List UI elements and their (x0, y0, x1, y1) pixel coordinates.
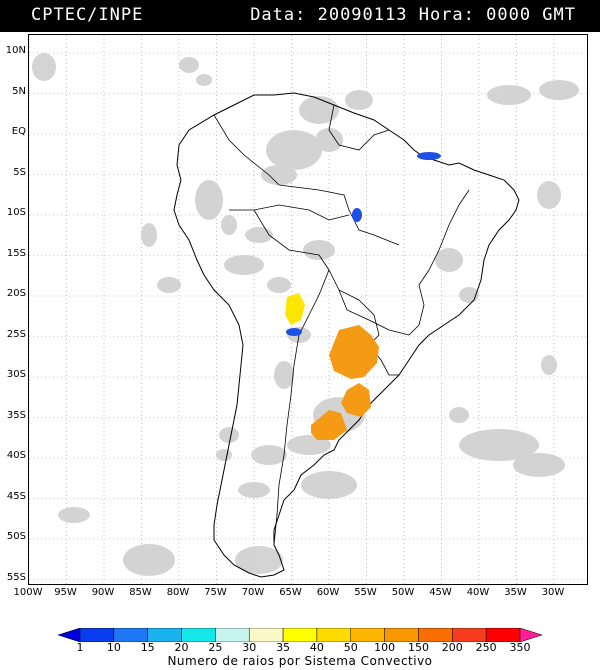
colorbar-tick-label: 1 (76, 641, 84, 654)
lon-label: 75W (204, 587, 227, 598)
title-bar: CPTEC/INPE Data: 20090113 Hora: 0000 GMT (0, 0, 600, 32)
colorbar-swatch (248, 628, 284, 642)
colorbar-swatch (384, 628, 419, 642)
colorbar-swatch (452, 628, 487, 642)
colorbar-tick-label: 25 (208, 641, 223, 654)
colorbar-tick-label: 30 (242, 641, 257, 654)
colorbar-tick-label: 20 (174, 641, 189, 654)
lat-label: 55S (6, 571, 26, 583)
lat-label: 40S (6, 450, 26, 461)
colorbar-swatch (181, 628, 216, 642)
agency-label: CPTEC/INPE (31, 5, 144, 25)
colorbar-tick-label: 40 (309, 641, 324, 654)
cs-buenos-aires (311, 410, 347, 440)
colorbar-tick-label: 350 (509, 641, 531, 654)
map-frame[interactable] (28, 34, 588, 585)
lon-label: 90W (91, 587, 115, 598)
colorbar-swatch (79, 628, 115, 642)
colorbar-swatch (485, 628, 521, 642)
colorbar-swatch (316, 628, 352, 642)
colorbar-swatch (282, 628, 318, 642)
colorbar-high-arrow (519, 628, 542, 642)
lon-label: 65W (279, 587, 302, 598)
colorbar-swatch (215, 628, 250, 642)
lat-label: 35S (6, 409, 26, 421)
cs-uruguay (341, 383, 371, 417)
lon-label: 85W (129, 587, 152, 598)
lon-label: 80W (166, 587, 190, 598)
cs-chaco-north (285, 293, 305, 325)
lat-label: 10S (6, 207, 26, 218)
colorbar-tick-label: 100 (374, 641, 396, 654)
lon-label: 95W (54, 587, 77, 598)
lon-label: 70W (241, 587, 265, 598)
colorbar-tick-label: 15 (140, 641, 155, 654)
colorbar-low-arrow (58, 628, 81, 642)
colorbar-tick-label: 150 (407, 641, 429, 654)
colorbar-swatch (147, 628, 182, 642)
colorbar-tick-label: 10 (106, 641, 121, 654)
map-canvas[interactable] (29, 35, 587, 584)
cs-central-brazil (352, 208, 362, 222)
lon-label: 30W (541, 587, 565, 598)
colorbar-swatch (113, 628, 148, 642)
lat-label: 20S (6, 288, 26, 299)
lon-label: 100W (13, 587, 43, 598)
colorbar-tick-label: 200 (441, 641, 463, 654)
colorbar-tick-label: 35 (276, 641, 291, 654)
lat-label: 45S (6, 490, 26, 502)
colorbar-caption: Numero de raios por Sistema Convectivo (167, 654, 433, 668)
cs-chaco-south (286, 328, 302, 336)
cs-northeast-brazil (417, 152, 441, 160)
lat-label: 30S (6, 369, 26, 380)
lat-label: 5N (12, 85, 26, 97)
lat-label: EQ (11, 126, 26, 137)
datetime-label: Data: 20090113 Hora: 0000 GMT (250, 5, 576, 25)
lon-label: 40W (466, 587, 490, 598)
convective-systems (285, 152, 441, 440)
lat-label: 25S (6, 328, 26, 340)
lat-label: 50S (6, 531, 26, 542)
colorbar-tick-label: 50 (343, 641, 358, 654)
colorbar-tick-label: 250 (475, 641, 497, 654)
lon-label: 35W (504, 587, 527, 598)
lat-label: 5S (13, 166, 26, 178)
lon-label: 55W (354, 587, 377, 598)
colorbar-swatch (418, 628, 453, 642)
cloud-cover (32, 53, 579, 576)
cs-paraguay-parana (329, 325, 379, 379)
lon-label: 60W (316, 587, 340, 598)
continent-outline (173, 92, 520, 578)
country-borders (213, 104, 470, 546)
lat-label: 15S (6, 247, 26, 259)
lon-label: 45W (429, 587, 452, 598)
lat-label: 10N (5, 45, 26, 56)
colorbar (58, 628, 542, 642)
colorbar-swatch (350, 628, 385, 642)
lon-label: 50W (391, 587, 415, 598)
